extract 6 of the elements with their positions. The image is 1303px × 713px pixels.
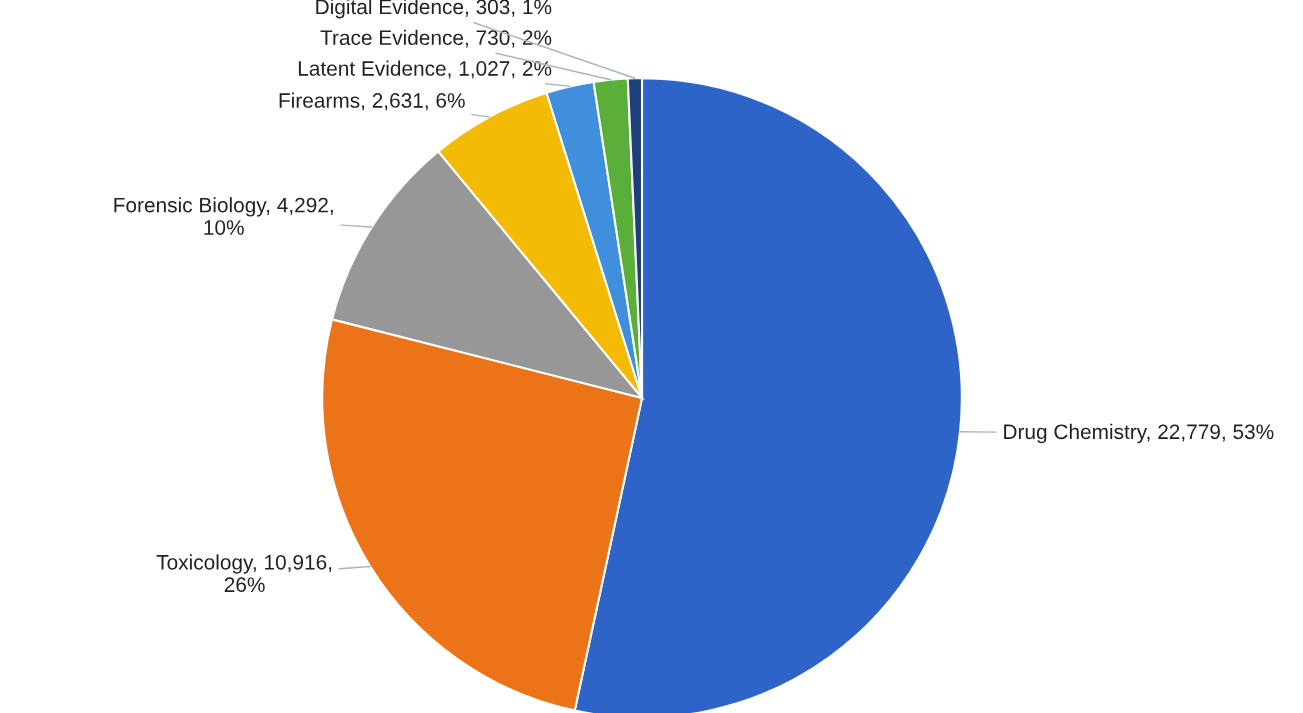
slice-label: Firearms, 2,631, 6%: [279, 92, 465, 111]
slice-label: Trace Evidence, 730, 2%: [320, 29, 552, 48]
slice-label: Toxicology, 10,916, 26%: [156, 554, 332, 593]
slice-label: Forensic Biology, 4,292, 10%: [114, 197, 333, 235]
slice-label: Drug Chemistry, 22,779, 53%: [1004, 423, 1274, 444]
slice-label: Latent Evidence, 1,027, 2%: [298, 60, 552, 79]
